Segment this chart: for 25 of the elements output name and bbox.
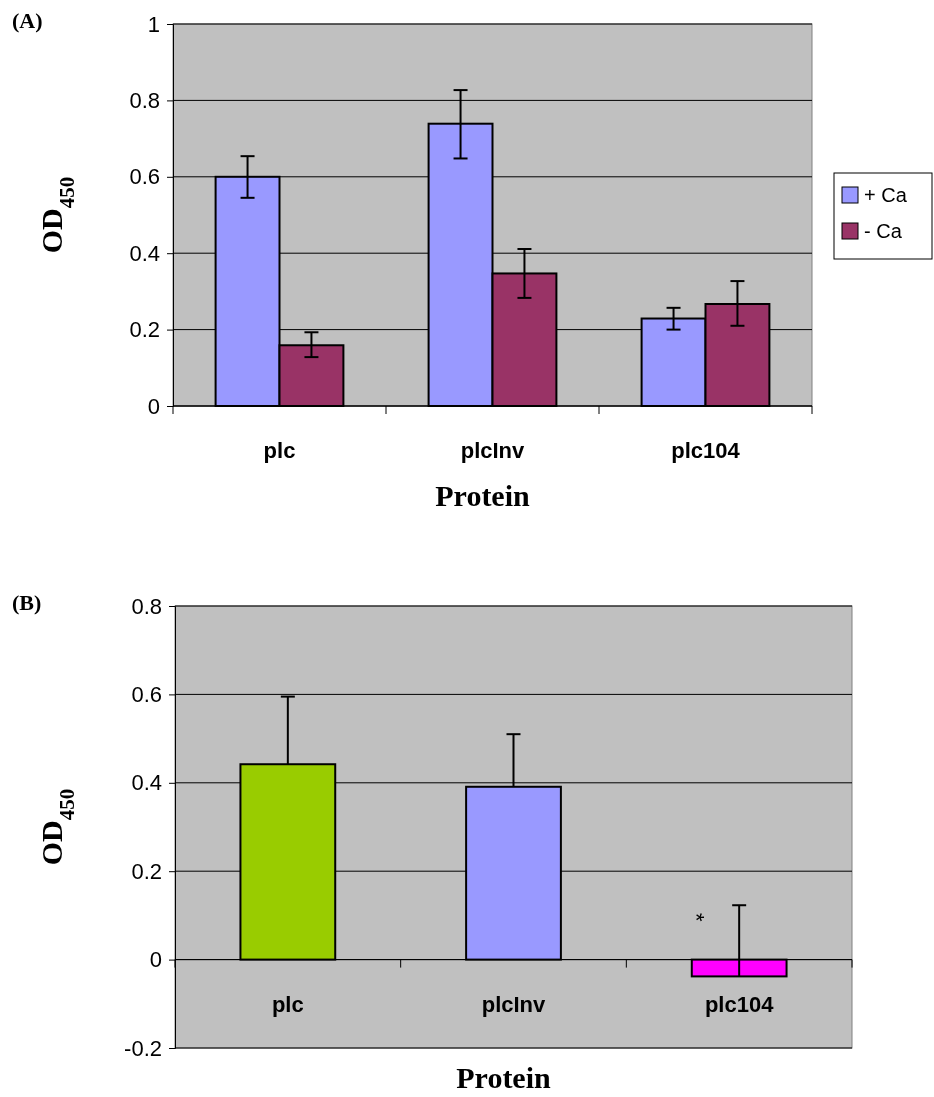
y-tick-label: 0.2 — [131, 858, 162, 884]
y-tick-label: 0.4 — [129, 240, 160, 266]
x-axis-title: Protein — [435, 479, 531, 512]
chart-title: (B) — [12, 590, 42, 615]
y-tick-label: 0.6 — [131, 681, 162, 707]
y-tick-label: 0.4 — [131, 770, 162, 796]
x-tick-label: plc104 — [671, 438, 741, 463]
y-tick-label: 0.8 — [131, 593, 162, 619]
x-tick-label: plcInv — [460, 438, 526, 463]
annotation: * — [684, 912, 710, 922]
chart-title: (A) — [12, 8, 43, 33]
x-axis-title: Protein — [456, 1061, 552, 1094]
x-tick-label: plcInv — [481, 991, 547, 1017]
x-tick-label: plc — [271, 991, 304, 1017]
y-tick-label: 0.8 — [129, 87, 160, 113]
y-tick-label: 0 — [147, 393, 160, 419]
y-tick-label: 0 — [149, 947, 162, 973]
y-tick-label: 0.6 — [129, 164, 160, 190]
x-tick-label: plc — [263, 438, 296, 463]
legend-label: - Ca — [864, 220, 903, 242]
y-tick-label: -0.2 — [124, 1035, 162, 1061]
x-tick-label: plc104 — [704, 991, 775, 1017]
y-tick-label: 0.2 — [129, 317, 160, 343]
y-tick-label: 1 — [147, 11, 160, 37]
legend-label: + Ca — [864, 184, 908, 206]
